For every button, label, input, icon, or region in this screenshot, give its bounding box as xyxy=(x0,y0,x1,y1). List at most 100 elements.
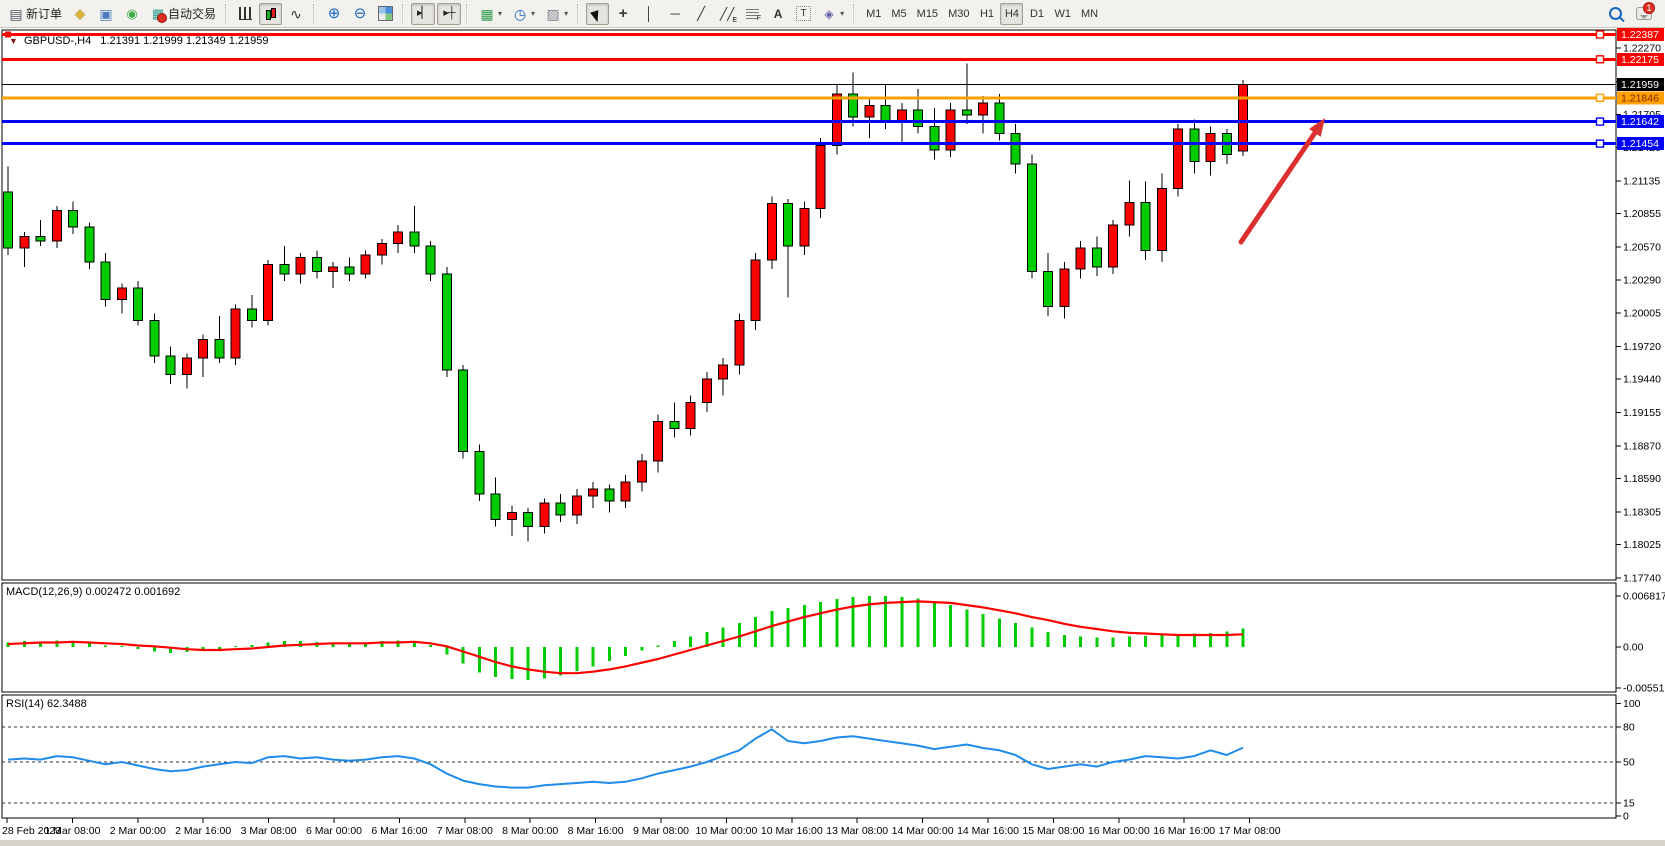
fibonacci-button[interactable]: F xyxy=(741,3,764,25)
svg-text:15 Mar 08:00: 15 Mar 08:00 xyxy=(1022,825,1084,837)
svg-text:1.21846: 1.21846 xyxy=(1621,92,1659,104)
chart-shift-button[interactable]: ▸┼ xyxy=(437,2,462,25)
timeframe-h1-button[interactable]: H1 xyxy=(979,7,994,20)
svg-text:14 Mar 00:00: 14 Mar 00:00 xyxy=(892,825,954,837)
timeframe-m5-button[interactable]: M5 xyxy=(891,7,907,20)
text-label-button[interactable]: T xyxy=(792,3,815,25)
new-order-button[interactable]: ▤ 新订单 xyxy=(4,3,66,25)
search-button[interactable] xyxy=(1605,3,1630,25)
gem-button[interactable]: ◆ xyxy=(68,3,92,25)
rsi-pane[interactable] xyxy=(1,694,1617,819)
svg-text:13 Mar 08:00: 13 Mar 08:00 xyxy=(826,825,888,837)
arrows-icon: ◈ xyxy=(824,6,834,21)
price-badge-1.22175: 1.22175 xyxy=(1617,52,1664,66)
chart-title-ohlc: 1.21391 1.21999 1.21349 1.21959 xyxy=(100,35,269,47)
svg-text:1.20290: 1.20290 xyxy=(1623,274,1661,286)
new-chart-button[interactable]: ▦ ▾ xyxy=(475,3,506,25)
svg-text:1.20005: 1.20005 xyxy=(1623,308,1661,320)
timeframe-m1-button[interactable]: M1 xyxy=(866,7,882,20)
svg-text:6 Mar 16:00: 6 Mar 16:00 xyxy=(371,825,427,837)
horizontal-line-1.21454[interactable] xyxy=(2,139,1616,148)
notifications-button[interactable]: 1 xyxy=(1632,1,1656,25)
trendline-icon: ╱ xyxy=(697,6,705,21)
macd-label: MACD(12,26,9) 0.002472 0.001692 xyxy=(6,586,181,598)
text-button[interactable]: A xyxy=(766,3,790,25)
timeframe-mn-button[interactable]: MN xyxy=(1080,7,1099,20)
new-chart-icon: ▦ xyxy=(480,5,494,22)
new-order-label: 新订单 xyxy=(26,7,63,21)
horizontal-line-1.22387[interactable] xyxy=(2,30,1616,39)
symbol-marker-icon: ▼ xyxy=(9,36,18,46)
candlestick-chart-button[interactable] xyxy=(259,2,283,25)
timeframe-w1-button[interactable]: W1 xyxy=(1054,7,1071,20)
auto-scroll-button[interactable]: ▸▏ xyxy=(411,2,436,25)
svg-text:1.19155: 1.19155 xyxy=(1623,407,1661,419)
svg-text:1.19720: 1.19720 xyxy=(1623,341,1661,353)
line-handle[interactable] xyxy=(1595,55,1605,64)
periods-dropdown-icon: ▾ xyxy=(531,9,536,18)
svg-text:0.006817: 0.006817 xyxy=(1623,591,1665,603)
equidistant-channel-button[interactable]: ╱╱ E xyxy=(715,3,739,25)
signals-button[interactable]: ◉ xyxy=(120,3,144,25)
svg-text:7 Mar 08:00: 7 Mar 08:00 xyxy=(437,825,493,837)
svg-text:10 Mar 16:00: 10 Mar 16:00 xyxy=(761,825,823,837)
notification-badge: 1 xyxy=(1643,1,1655,14)
main-chart-pane[interactable] xyxy=(1,29,1617,581)
bid-price-badge: 1.21959 xyxy=(1617,78,1664,92)
annotation-arrow[interactable] xyxy=(1238,118,1325,245)
macd-pane[interactable] xyxy=(1,582,1617,693)
auto-trading-button[interactable]: ▦自动交易 xyxy=(146,3,220,25)
svg-text:10 Mar 00:00: 10 Mar 00:00 xyxy=(695,825,757,837)
svg-text:1.21135: 1.21135 xyxy=(1623,175,1660,187)
svg-text:1.22387: 1.22387 xyxy=(1621,29,1659,41)
horizontal-line-button[interactable]: ─ xyxy=(663,3,687,25)
timeframe-m15-button[interactable]: M15 xyxy=(916,7,939,20)
timeframe-h4-button[interactable]: H4 xyxy=(1000,2,1024,25)
toolbar: ▤新订单◆▣◉▦自动交易∿⊕⊖▸▏▸┼▦▾◷▾▨▾+│─╱╱╱EFAT◈▾M1M… xyxy=(0,0,1665,28)
timeframe-d1-button[interactable]: D1 xyxy=(1029,7,1044,20)
new-chart-dropdown-icon: ▾ xyxy=(498,9,503,18)
toolbar-groups: ▤新订单◆▣◉▦自动交易∿⊕⊖▸▏▸┼▦▾◷▾▨▾+│─╱╱╱EFAT◈▾M1M… xyxy=(3,2,1103,25)
window-bottom-edge xyxy=(0,840,1665,846)
line-handle[interactable] xyxy=(1595,139,1605,148)
line-chart-button[interactable]: ∿ xyxy=(284,3,308,25)
trendline-button[interactable]: ╱ xyxy=(689,3,713,25)
toolbar-separator xyxy=(225,3,229,24)
text-label-icon: T xyxy=(796,6,812,21)
market-watch-button[interactable]: ▣ xyxy=(94,3,118,25)
templates-dropdown-icon: ▾ xyxy=(564,9,569,18)
svg-text:1.19440: 1.19440 xyxy=(1623,374,1661,386)
toolbar-separator xyxy=(577,3,581,24)
cursor-button[interactable] xyxy=(586,2,610,25)
zoom-in-button[interactable]: ⊕ xyxy=(322,3,346,25)
line-handle[interactable] xyxy=(5,31,11,38)
line-handle[interactable] xyxy=(1595,30,1605,39)
svg-text:16 Mar 00:00: 16 Mar 00:00 xyxy=(1088,825,1150,837)
rsi-axis[interactable]: 100 80 50 15 0 xyxy=(1616,698,1641,823)
svg-text:1.18305: 1.18305 xyxy=(1623,506,1661,518)
svg-text:0.00: 0.00 xyxy=(1623,642,1644,654)
line-handle[interactable] xyxy=(1595,93,1605,102)
templates-button[interactable]: ▨ ▾ xyxy=(541,3,572,25)
arrows-button[interactable]: ◈ ▾ xyxy=(817,3,848,25)
timeframe-m30-button[interactable]: M30 xyxy=(948,7,970,20)
periods-button[interactable]: ◷ ▾ xyxy=(508,3,539,25)
bar-chart-button[interactable] xyxy=(234,3,257,25)
zoom-out-button[interactable]: ⊖ xyxy=(348,3,372,25)
toolbar-separator xyxy=(402,3,406,24)
line-handle[interactable] xyxy=(1595,117,1605,126)
chart-shift-icon: ▸┼ xyxy=(443,7,455,19)
svg-text:1.22175: 1.22175 xyxy=(1621,54,1659,66)
vertical-line-button[interactable]: │ xyxy=(637,3,661,25)
horizontal-line-1.22175[interactable] xyxy=(2,55,1616,64)
macd-axis[interactable]: 0.006817 0.00 -0.005518 xyxy=(1616,591,1665,695)
price-badge-1.21642: 1.21642 xyxy=(1617,115,1664,129)
svg-text:2 Mar 00:00: 2 Mar 00:00 xyxy=(110,825,166,837)
crosshair-button[interactable]: + xyxy=(611,3,635,25)
horizontal-line-1.21642[interactable] xyxy=(2,117,1616,126)
tile-windows-button[interactable] xyxy=(374,3,397,25)
horizontal-line-1.21846[interactable] xyxy=(2,93,1616,102)
auto-scroll-icon: ▸▏ xyxy=(417,7,430,19)
